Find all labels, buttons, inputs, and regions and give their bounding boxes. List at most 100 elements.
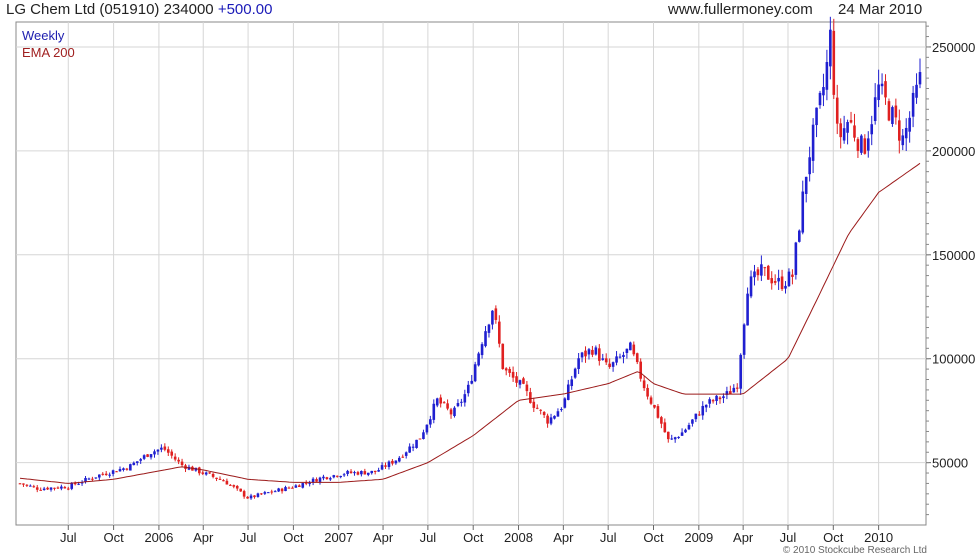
candle-down <box>508 368 511 373</box>
candle-down <box>608 363 611 367</box>
candle-down <box>791 274 794 277</box>
candle-down <box>363 471 367 475</box>
candle-up <box>139 459 142 461</box>
candle-down <box>501 343 505 369</box>
candle-down <box>73 482 77 485</box>
candle-down <box>218 478 222 480</box>
candle-down <box>304 482 308 484</box>
xtick-label: Apr <box>733 530 754 545</box>
candle-up <box>880 83 884 87</box>
candle-down <box>225 480 229 485</box>
candle-up <box>570 379 574 387</box>
candle-down <box>335 475 339 477</box>
candle-up <box>329 478 332 480</box>
candle-down <box>125 468 129 470</box>
xtick-label: Apr <box>373 530 394 545</box>
candle-down <box>260 493 263 495</box>
candle-up <box>77 483 80 485</box>
candle-down <box>663 422 667 433</box>
candle-up <box>877 84 880 101</box>
candle-down <box>208 472 211 474</box>
candle-down <box>384 465 387 467</box>
candle-down <box>242 491 246 497</box>
candle-up <box>911 92 915 117</box>
candle-up <box>118 469 122 472</box>
candle-down <box>101 473 105 475</box>
candle-down <box>591 349 594 355</box>
candle-up <box>346 470 349 474</box>
candle-up <box>60 486 63 489</box>
xtick-label: Oct <box>823 530 844 545</box>
candle-down <box>39 489 42 491</box>
candle-down <box>839 123 842 138</box>
candle-up <box>394 460 398 464</box>
candle-down <box>718 397 722 400</box>
xtick-label: 2008 <box>504 530 533 545</box>
candle-up <box>487 324 491 333</box>
candle-up <box>825 62 829 90</box>
candle-up <box>594 347 598 355</box>
xtick-label: Oct <box>103 530 124 545</box>
candle-up <box>108 474 111 476</box>
legend-ema-200: EMA 200 <box>22 45 75 60</box>
copyright-footer: © 2010 Stockcube Research Ltd <box>782 545 927 556</box>
candle-down <box>604 358 608 363</box>
instrument-title: LG Chem Ltd (051910) 234000 +500.00 <box>6 1 272 18</box>
candle-up <box>808 157 811 175</box>
candle-down <box>653 404 656 408</box>
candle-up <box>284 487 287 492</box>
candle-up <box>422 432 425 439</box>
candle-up <box>380 465 384 470</box>
candle-down <box>270 491 274 493</box>
candle-up <box>301 483 305 488</box>
candle-down <box>632 344 636 355</box>
candle-up <box>142 455 146 459</box>
candle-up <box>332 475 336 478</box>
candle-down <box>449 409 453 415</box>
candle-up <box>846 122 849 133</box>
candle-down <box>418 438 422 440</box>
candle-down <box>18 483 22 485</box>
candle-up <box>94 477 98 479</box>
candle-up <box>249 495 253 499</box>
candle-up <box>842 128 846 141</box>
candle-down <box>729 391 732 394</box>
candle-down <box>56 487 60 489</box>
candle-up <box>266 492 270 494</box>
website-label: www.fullermoney.com <box>668 1 813 18</box>
candle-up <box>870 124 874 135</box>
candle-down <box>898 120 901 141</box>
candle-down <box>863 138 867 154</box>
candle-up <box>129 464 132 471</box>
candle-down <box>253 495 256 498</box>
candle-up <box>891 107 894 124</box>
candle-down <box>666 431 670 440</box>
candle-down <box>639 361 642 379</box>
candle-down <box>656 406 660 418</box>
candle-up <box>204 472 208 475</box>
candle-down <box>711 400 715 402</box>
candle-up <box>308 483 311 485</box>
candle-up <box>411 446 415 448</box>
candle-down <box>280 488 284 492</box>
xtick-label: Jul <box>420 530 437 545</box>
candle-up <box>463 394 467 403</box>
candle-up <box>153 451 156 455</box>
candle-up <box>322 476 325 479</box>
candle-down <box>763 267 767 269</box>
candle-up <box>556 411 560 417</box>
candle-down <box>525 384 529 392</box>
candle-down <box>170 451 174 456</box>
chart-date: 24 Mar 2010 <box>838 1 923 18</box>
candle-up <box>815 107 818 126</box>
candle-up <box>453 407 456 417</box>
candle-up <box>80 482 84 484</box>
candle-up <box>491 310 494 325</box>
candle-up <box>746 293 749 326</box>
candle-up <box>49 487 53 490</box>
candle-up <box>601 358 605 360</box>
ytick-label: 200000 <box>932 144 975 159</box>
candle-up <box>611 362 615 367</box>
xtick-label: Apr <box>553 530 574 545</box>
candle-up <box>122 468 125 470</box>
